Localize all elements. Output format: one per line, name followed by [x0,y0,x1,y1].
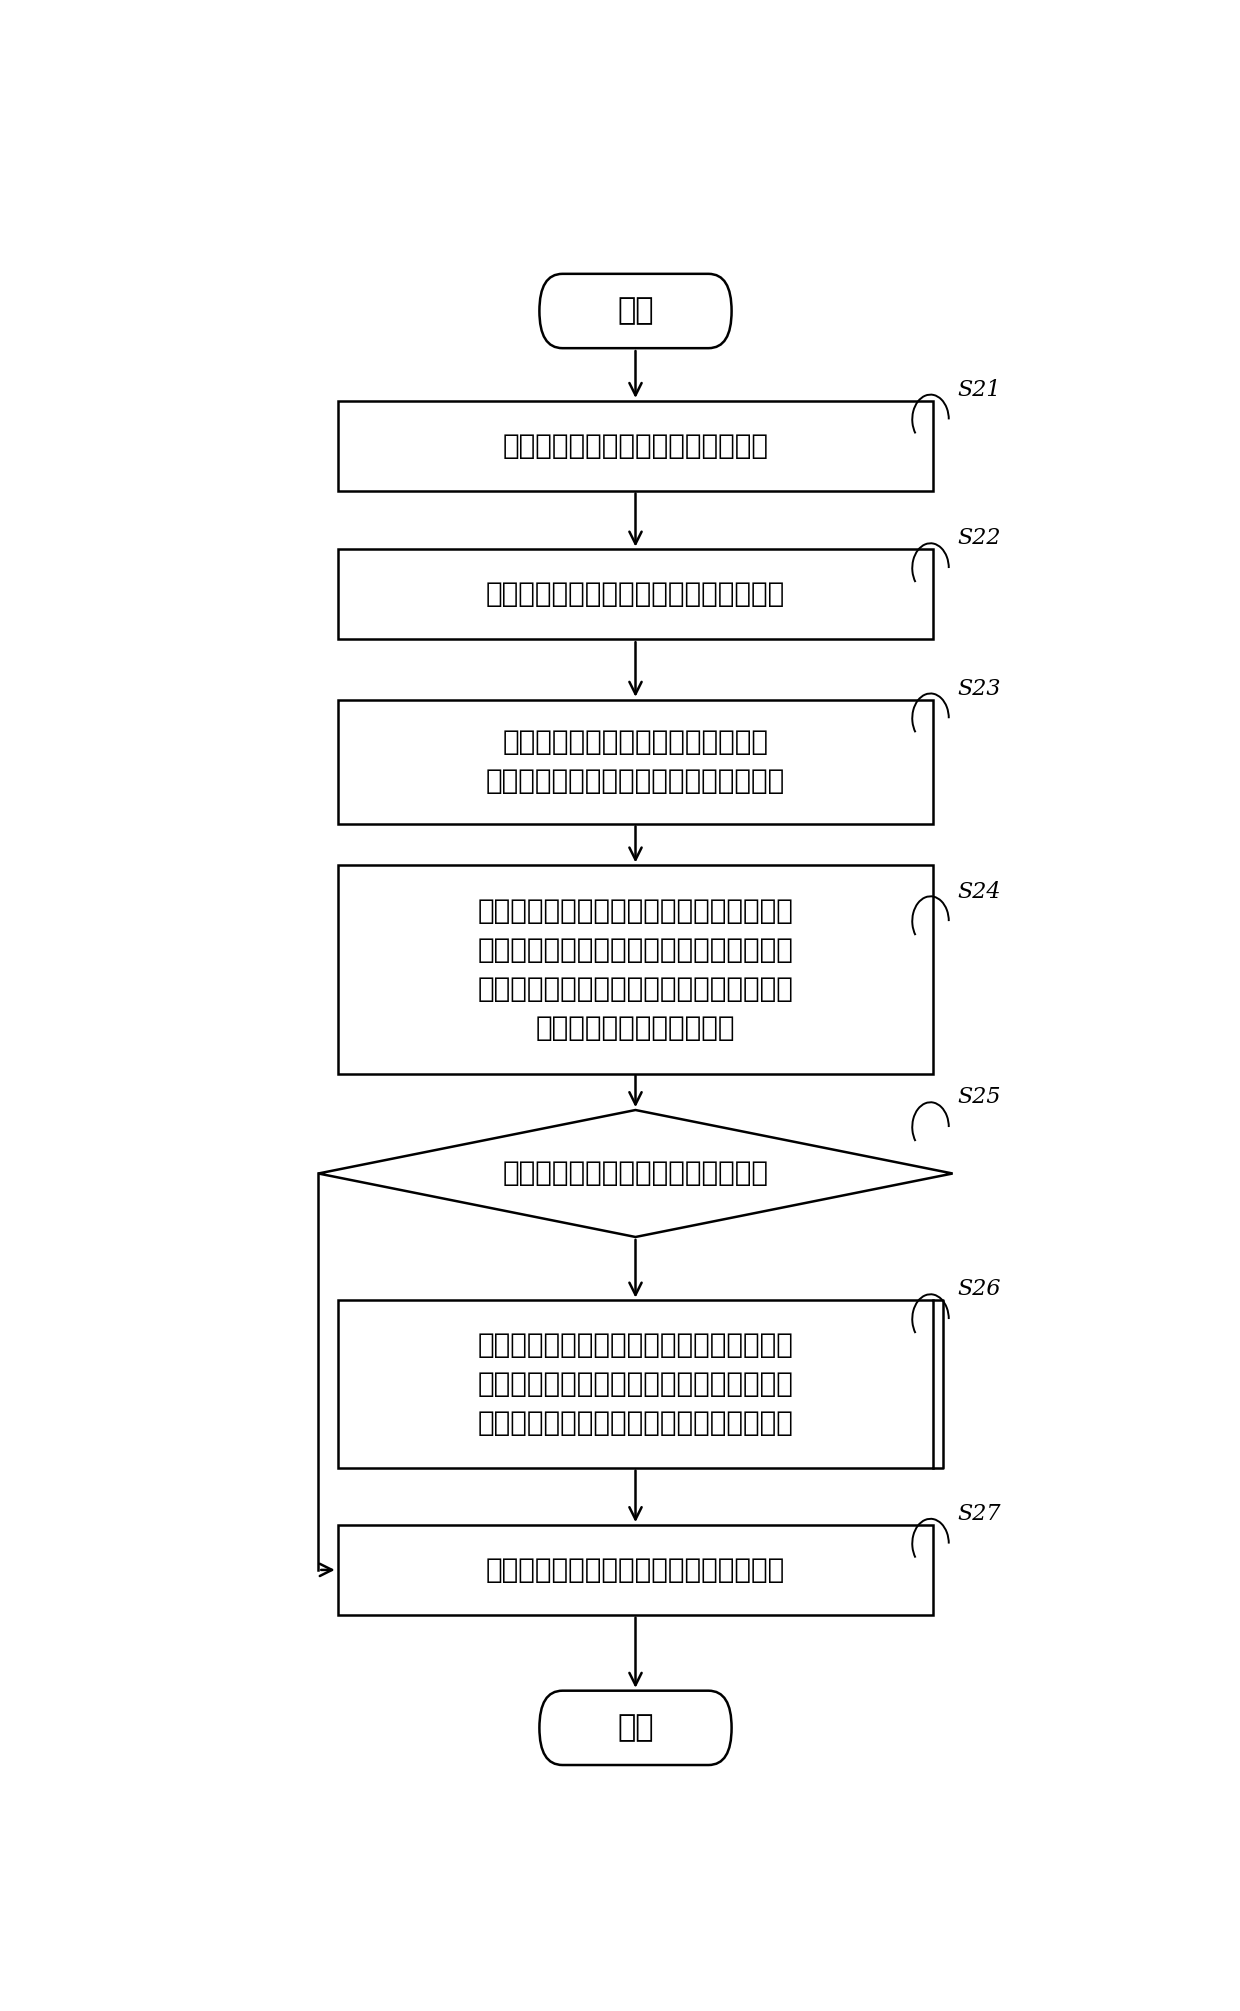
Text: 结束: 结束 [618,1713,653,1742]
Text: S25: S25 [957,1086,1001,1108]
Text: 开始: 开始 [618,296,653,326]
Polygon shape [319,1110,952,1237]
Bar [337,400,934,491]
Bar [337,1301,934,1468]
Text: S27: S27 [957,1502,1001,1524]
Text: S24: S24 [957,881,1001,903]
Bar [337,1524,934,1615]
Bar [337,700,934,825]
Text: 将生物样品液体倒入金标垫的加样位置处: 将生物样品液体倒入金标垫的加样位置处 [486,581,785,609]
FancyBboxPatch shape [539,273,732,348]
Text: S23: S23 [957,678,1001,700]
Text: S26: S26 [957,1279,1001,1301]
Bar [337,549,934,639]
Text: 将第一检测试剂条、第二检测试剂条、第三
检测试剂条和第四检测试剂条的颜色与样品
垫的标准品颜色比较得出生物标志物的含量: 将第一检测试剂条、第二检测试剂条、第三 检测试剂条和第四检测试剂条的颜色与样品 … [477,1331,794,1438]
Text: S22: S22 [957,527,1001,549]
Text: 胶体金抗体复合物随着生物样品液体在硝酸
纤维膜上层析流动，被第一检测试剂条、第
二检测试剂条、第三检测试剂条、第四检测
试剂条上的单克隆抗体结合: 胶体金抗体复合物随着生物样品液体在硝酸 纤维膜上层析流动，被第一检测试剂条、第 … [477,897,794,1042]
Text: 确定胶体金试剂盒的各种检测试剂条失效: 确定胶体金试剂盒的各种检测试剂条失效 [486,1557,785,1585]
Text: 生物样品液体的生物标志物与金标垫
上的相应抗体结合形成胶体金抗体复合物: 生物样品液体的生物标志物与金标垫 上的相应抗体结合形成胶体金抗体复合物 [486,728,785,794]
Bar [337,865,934,1074]
Text: S21: S21 [957,378,1001,400]
Text: 捕获试剂条上的颜色是否发生变化？: 捕获试剂条上的颜色是否发生变化？ [502,1160,769,1189]
FancyBboxPatch shape [539,1691,732,1766]
Text: 从受试者获得尿液作为生物样品液体: 从受试者获得尿液作为生物样品液体 [502,432,769,461]
